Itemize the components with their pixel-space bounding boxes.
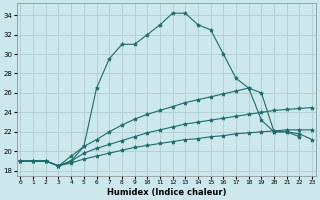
X-axis label: Humidex (Indice chaleur): Humidex (Indice chaleur)	[107, 188, 226, 197]
